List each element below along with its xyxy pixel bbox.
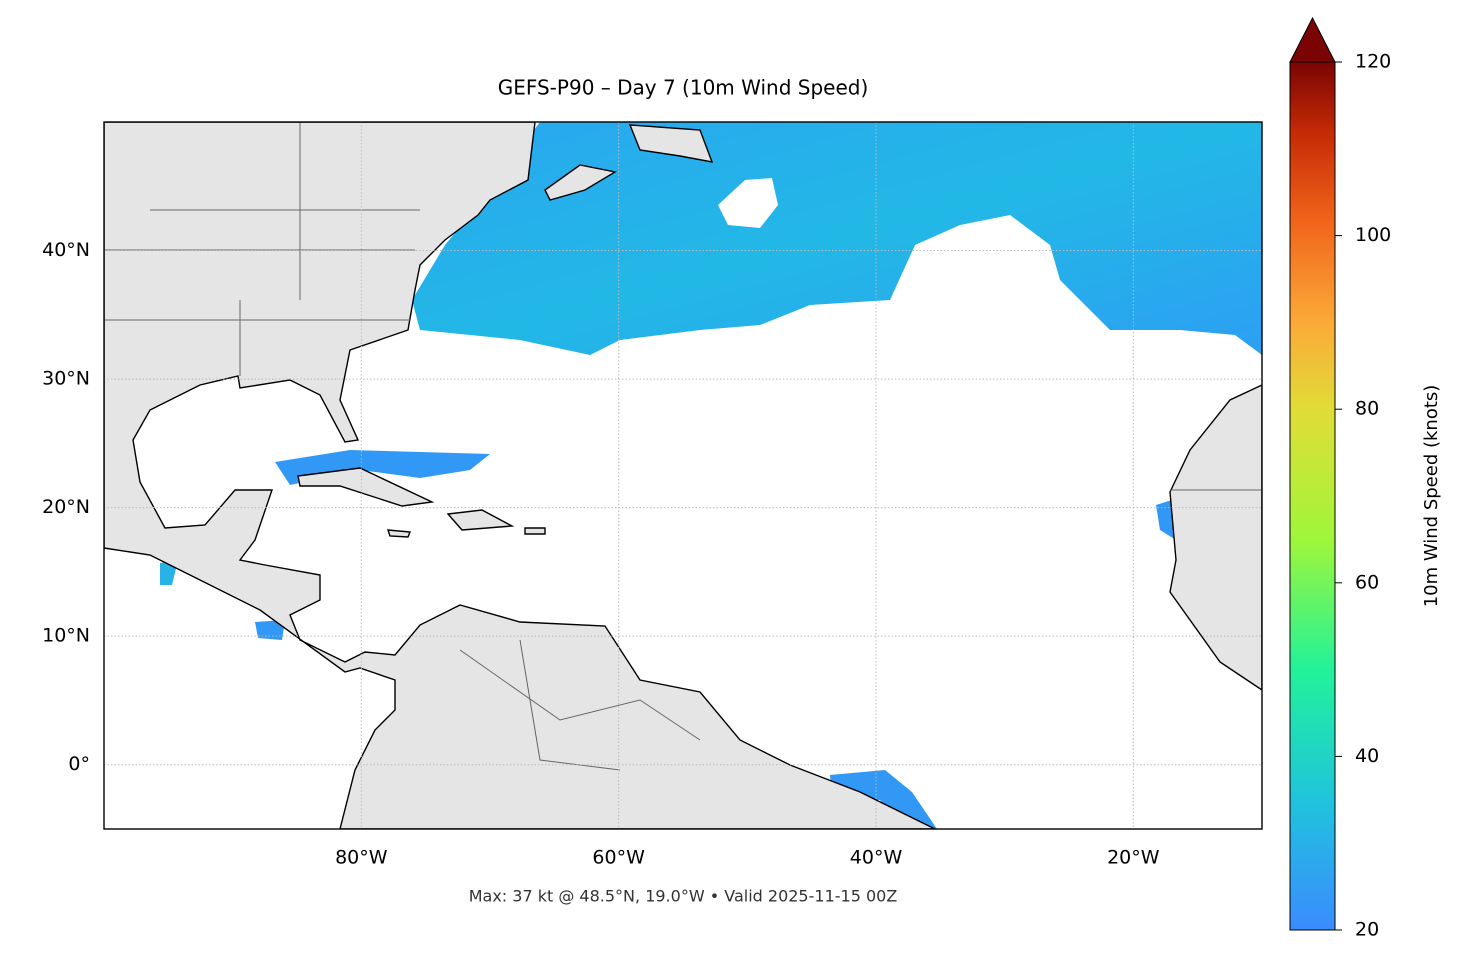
x-tick-label: 60°W xyxy=(592,847,645,869)
y-tick-label: 30°N xyxy=(42,368,90,390)
colorbar-tick-label: 20 xyxy=(1355,919,1379,941)
colorbar xyxy=(1290,62,1335,930)
wind-field xyxy=(255,620,285,640)
land xyxy=(446,509,515,531)
x-tick-label: 40°W xyxy=(850,847,903,869)
colorbar-tick-label: 120 xyxy=(1355,51,1391,73)
x-tick-label: 20°W xyxy=(1107,847,1160,869)
borders xyxy=(104,122,1262,771)
colorbar-tick-label: 80 xyxy=(1355,398,1379,420)
axes-frame xyxy=(103,121,1263,830)
land xyxy=(104,122,936,829)
land xyxy=(1169,384,1262,691)
x-tick-label: 80°W xyxy=(335,847,388,869)
y-tick-label: 40°N xyxy=(42,239,90,261)
land xyxy=(524,527,546,535)
wind-gap xyxy=(718,178,778,228)
gridlines xyxy=(104,122,1262,829)
y-tick-label: 10°N xyxy=(42,625,90,647)
map-title: GEFS-P90 – Day 7 (10m Wind Speed) xyxy=(498,76,869,100)
land xyxy=(544,164,617,201)
colorbar-extend xyxy=(1289,16,1336,63)
colorbar-frame xyxy=(1289,61,1336,931)
colorbar-tick-label: 60 xyxy=(1355,571,1379,593)
wind-field xyxy=(830,770,937,829)
land xyxy=(297,467,435,507)
map-area xyxy=(104,122,1262,829)
y-tick-label: 0° xyxy=(68,753,90,775)
footer-note: Max: 37 kt @ 48.5°N, 19.0°W • Valid 2025… xyxy=(469,887,898,906)
land xyxy=(386,529,411,538)
land xyxy=(628,124,714,163)
colorbar-label: 10m Wind Speed (knots) xyxy=(1421,385,1442,608)
colorbar-tick-label: 40 xyxy=(1355,745,1379,767)
colorbar-tick-label: 100 xyxy=(1355,224,1391,246)
wind-field xyxy=(412,122,1262,355)
y-tick-label: 20°N xyxy=(42,496,90,518)
